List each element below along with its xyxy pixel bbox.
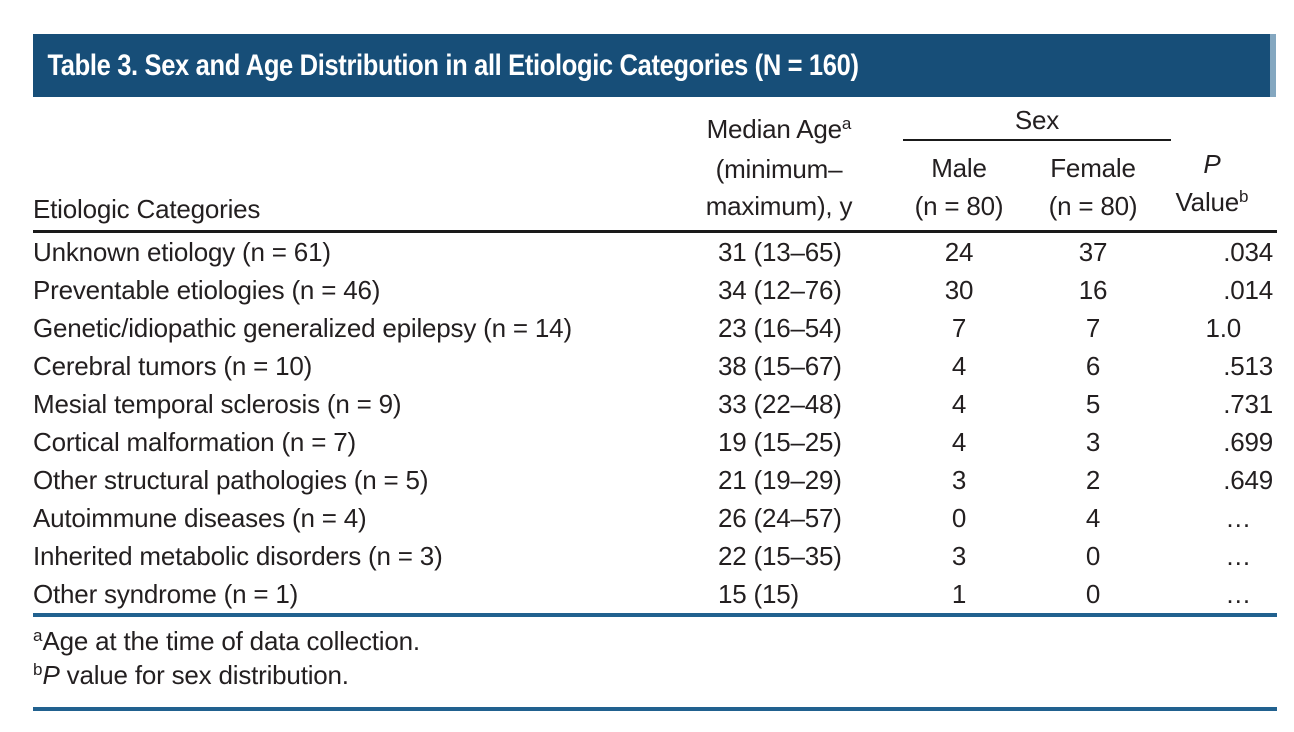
table-body: Unknown etiology (n = 61) 31 (13–65) 24 … (33, 233, 1277, 613)
female-count-cell: 3 (1085, 427, 1101, 457)
p-value-cell: … (1225, 541, 1251, 571)
column-header-female: Female (n = 80) (1033, 149, 1153, 225)
female-count-cell: 5 (1085, 389, 1101, 419)
table-title-band: Table 3. Sex and Age Distribution in all… (33, 34, 1276, 97)
male-count-cell: 3 (951, 465, 967, 495)
column-header-male: Male (n = 80) (885, 149, 1033, 225)
table-row: Autoimmune diseases (n = 4) 26 (24–57) 0… (33, 499, 1277, 537)
male-header-line2: (n = 80) (914, 191, 1004, 221)
p-header-line2: Valueb (1175, 187, 1249, 217)
median-age-cell: 33 (22–48) (718, 389, 842, 419)
female-count-cell: 16 (1078, 275, 1108, 305)
female-count-cell: 37 (1078, 237, 1108, 267)
male-count-cell: 7 (951, 313, 967, 343)
table-row: Other syndrome (n = 1) 15 (15) 1 0 … (33, 575, 1277, 613)
p-value-cell: .513 (1223, 351, 1273, 381)
male-count-cell: 3 (951, 541, 967, 571)
median-age-cell: 38 (15–67) (718, 351, 842, 381)
footnote-b-text: value for sex distribution. (59, 660, 349, 690)
male-count-cell: 4 (951, 389, 967, 419)
column-header-median-age: Median Agea (minimum– maximum), y (673, 111, 885, 225)
median-age-cell: 31 (13–65) (718, 237, 842, 267)
category-cell: Genetic/idiopathic generalized epilepsy … (33, 313, 572, 343)
p-value-cell: .731 (1223, 389, 1273, 419)
p-value-cell: 1.0 (1205, 313, 1241, 343)
category-cell: Autoimmune diseases (n = 4) (33, 503, 367, 533)
median-age-cell: 22 (15–35) (718, 541, 842, 571)
table-row: Inherited metabolic disorders (n = 3) 22… (33, 537, 1277, 575)
p-value-cell: … (1225, 579, 1251, 609)
p-value-cell: .034 (1223, 237, 1273, 267)
column-group-header-sex: Sex (903, 105, 1171, 141)
table-row: Preventable etiologies (n = 46) 34 (12–7… (33, 271, 1277, 309)
sex-group-label: Sex (1014, 105, 1060, 135)
female-count-cell: 0 (1085, 579, 1101, 609)
footnote-a-text: Age at the time of data collection. (42, 626, 420, 656)
male-count-cell: 30 (944, 275, 974, 305)
male-header-line1: Male (931, 153, 987, 183)
footnote-b-lead: P (42, 660, 60, 690)
category-cell: Mesial temporal sclerosis (n = 9) (33, 389, 402, 419)
divider-rule-top (33, 613, 1277, 617)
category-cell: Inherited metabolic disorders (n = 3) (33, 541, 443, 571)
footnote-b-marker: b (33, 660, 43, 679)
table-row: Genetic/idiopathic generalized epilepsy … (33, 309, 1277, 347)
male-count-cell: 4 (951, 351, 967, 381)
category-cell: Other syndrome (n = 1) (33, 579, 299, 609)
female-header-line1: Female (1050, 153, 1136, 183)
category-cell: Cerebral tumors (n = 10) (33, 351, 313, 381)
p-value-cell: .014 (1223, 275, 1273, 305)
footnote-a: aAge at the time of data collection. (33, 626, 1277, 660)
table-row: Cerebral tumors (n = 10) 38 (15–67) 4 6 … (33, 347, 1277, 385)
p-value-cell: .699 (1223, 427, 1273, 457)
median-age-header-line3: maximum), y (705, 191, 853, 221)
female-header-line2: (n = 80) (1048, 191, 1138, 221)
table-row: Cortical malformation (n = 7) 19 (15–25)… (33, 423, 1277, 461)
female-count-cell: 0 (1085, 541, 1101, 571)
p-value-cell: … (1225, 503, 1251, 533)
footnote-a-marker: a (33, 626, 43, 645)
table-row: Other structural pathologies (n = 5) 21 … (33, 461, 1277, 499)
table-row: Mesial temporal sclerosis (n = 9) 33 (22… (33, 385, 1277, 423)
category-cell: Preventable etiologies (n = 46) (33, 275, 381, 305)
column-header-p-value: P Valueb (1153, 145, 1271, 225)
footnotes: aAge at the time of data collection. bP … (33, 617, 1277, 694)
male-count-cell: 0 (951, 503, 967, 533)
column-header-etiologic-categories: Etiologic Categories (33, 194, 261, 224)
female-count-cell: 2 (1085, 465, 1101, 495)
median-age-cell: 19 (15–25) (718, 427, 842, 457)
median-age-cell: 15 (15) (718, 579, 799, 609)
table-header: Etiologic Categories Median Agea (minimu… (33, 97, 1277, 233)
male-count-cell: 1 (951, 579, 967, 609)
median-age-cell: 21 (19–29) (718, 465, 842, 495)
category-cell: Cortical malformation (n = 7) (33, 427, 356, 457)
female-count-cell: 6 (1085, 351, 1101, 381)
table-row: Unknown etiology (n = 61) 31 (13–65) 24 … (33, 233, 1277, 271)
median-age-header-line2: (minimum– (715, 154, 843, 184)
table-title: Table 3. Sex and Age Distribution in all… (47, 48, 859, 82)
divider-rule-bottom (33, 707, 1277, 711)
category-cell: Other structural pathologies (n = 5) (33, 465, 429, 495)
p-value-cell: .649 (1223, 465, 1273, 495)
p-header-line1: P (1203, 149, 1221, 179)
category-cell: Unknown etiology (n = 61) (33, 237, 331, 267)
female-count-cell: 7 (1085, 313, 1101, 343)
footnote-b: bP value for sex distribution. (33, 660, 1277, 694)
median-age-cell: 23 (16–54) (718, 313, 842, 343)
median-age-header-line1: Median Agea (706, 114, 852, 144)
footnote-marker-b-ref: b (1239, 187, 1249, 206)
male-count-cell: 4 (951, 427, 967, 457)
median-age-cell: 26 (24–57) (718, 503, 842, 533)
median-age-cell: 34 (12–76) (718, 275, 842, 305)
female-count-cell: 4 (1085, 503, 1101, 533)
male-count-cell: 24 (944, 237, 974, 267)
table: Etiologic Categories Median Agea (minimu… (33, 97, 1277, 711)
footnote-marker-a-ref: a (841, 114, 852, 133)
